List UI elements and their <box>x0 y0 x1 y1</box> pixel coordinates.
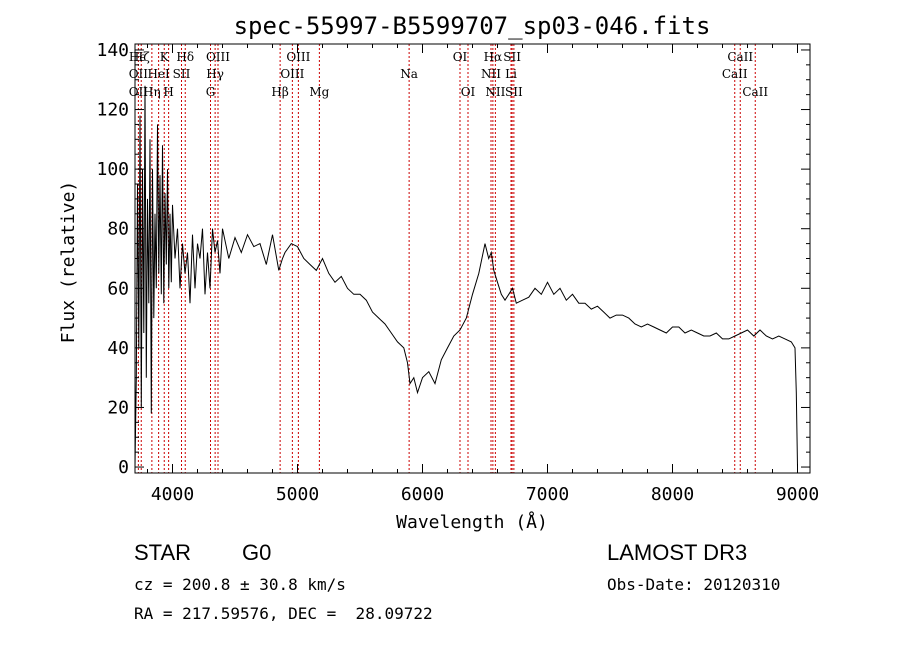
y-tick-label: 80 <box>107 219 129 240</box>
line-label: SII <box>173 67 191 81</box>
y-tick-label: 120 <box>96 100 129 121</box>
line-label: SII <box>503 50 521 64</box>
line-label: OI <box>461 85 476 99</box>
line-label: CaII <box>722 67 748 81</box>
line-label: Na <box>400 67 418 81</box>
x-tick-label: 5000 <box>276 484 319 505</box>
line-label: H <box>163 85 173 99</box>
y-axis-label: Flux (relative) <box>58 181 79 344</box>
line-label: OII <box>129 67 149 81</box>
line-label: OI <box>453 50 468 64</box>
line-label: G <box>206 85 216 99</box>
x-tick-label: 9000 <box>776 484 819 505</box>
line-label: NII <box>485 85 505 99</box>
line-label: Hη <box>143 85 161 99</box>
x-tick-label: 8000 <box>651 484 694 505</box>
x-tick-label: 4000 <box>151 484 194 505</box>
y-tick-label: 60 <box>107 278 129 299</box>
spectral-subclass: G0 <box>242 540 272 565</box>
line-label: CaII <box>742 85 768 99</box>
line-label: SII <box>505 85 523 99</box>
y-tick-label: 20 <box>107 397 129 418</box>
line-markers <box>137 44 756 473</box>
coordinates: RA = 217.59576, DEC = 28.09722 <box>134 604 433 623</box>
line-label: NII <box>481 67 501 81</box>
line-label: OII <box>129 85 149 99</box>
y-tick-label: 140 <box>96 40 129 61</box>
object-type: STAR <box>134 540 192 565</box>
line-label: OIII <box>286 50 310 64</box>
y-tick-label: 40 <box>107 338 129 359</box>
line-label: CaII <box>727 50 753 64</box>
redshift-cz: cz = 200.8 ± 30.8 km/s <box>134 575 346 594</box>
survey-name: LAMOST DR3 <box>607 540 748 565</box>
line-label: OIII <box>206 50 230 64</box>
x-axis-label: Wavelength (Å) <box>396 511 548 533</box>
line-label: K <box>160 50 170 64</box>
line-label: OIII <box>280 67 304 81</box>
line-label: Mg <box>309 85 329 99</box>
y-axis-ticks: 0 20 40 60 80 100 120 140 <box>96 40 810 478</box>
y-tick-label: 100 <box>96 159 129 180</box>
y-tick-label: 0 <box>118 457 129 478</box>
plot-frame <box>134 43 811 474</box>
line-label: Hζ <box>133 50 150 64</box>
line-label: Hα <box>484 50 503 64</box>
line-label: HeI <box>147 67 170 81</box>
line-label: Hγ <box>206 67 224 81</box>
x-tick-label: 6000 <box>401 484 444 505</box>
line-label: Hϵ <box>129 50 146 64</box>
x-tick-label: 7000 <box>526 484 569 505</box>
line-label: Li <box>505 67 517 81</box>
spectrum-line <box>134 85 798 468</box>
x-axis-ticks: 4000 5000 6000 7000 8000 9000 <box>147 44 819 505</box>
chart-title: spec-55997-B5599707_sp03-046.fits <box>234 12 711 40</box>
line-label: Hβ <box>271 85 288 99</box>
line-label: Hδ <box>176 50 194 64</box>
observation-date: Obs-Date: 20120310 <box>607 575 781 594</box>
